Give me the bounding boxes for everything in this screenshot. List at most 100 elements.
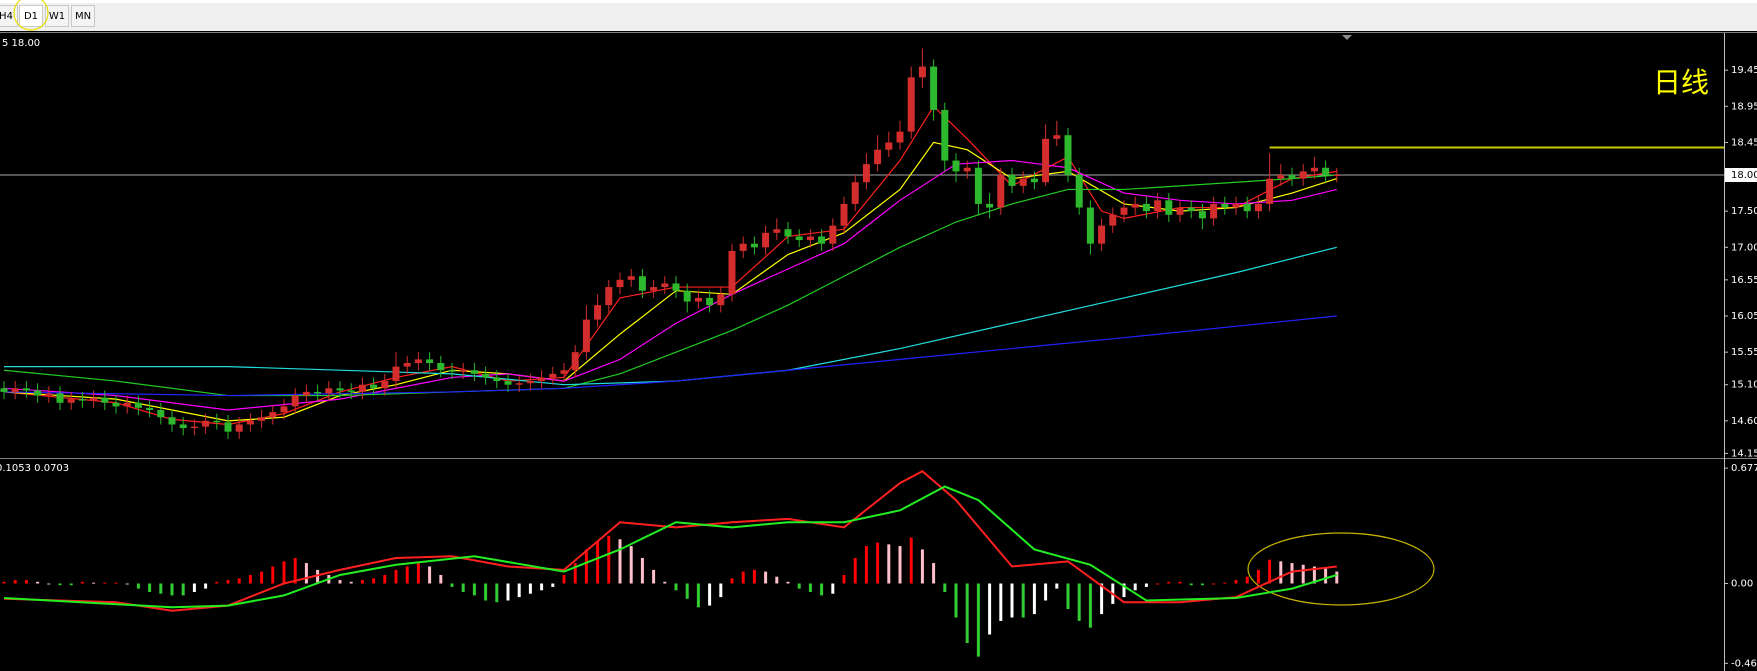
histogram-bar <box>159 583 163 594</box>
histogram-bar <box>708 583 712 606</box>
histogram-bar <box>192 583 196 592</box>
histogram-bar <box>394 569 398 584</box>
candle-body <box>694 297 702 302</box>
candle-body <box>896 131 904 143</box>
candle-body <box>784 229 792 237</box>
histogram-bar <box>24 580 28 584</box>
histogram-bar <box>484 583 488 601</box>
histogram-bar <box>181 583 185 596</box>
candle-body <box>437 363 445 371</box>
y-tick-label: 16.55 <box>1731 275 1757 286</box>
histogram-bar <box>226 580 230 584</box>
histogram-bar <box>248 574 252 584</box>
histogram-bar <box>293 557 297 584</box>
candle-body <box>638 276 646 291</box>
candle-body <box>773 229 781 233</box>
macd-pane-label: 0.1053 0.0703 <box>0 463 69 474</box>
candle-body <box>302 391 310 396</box>
histogram-bar <box>316 569 320 584</box>
y-tick-label: -0.4694 <box>1731 658 1757 669</box>
y-tick-label: 0.6779 <box>1731 463 1757 474</box>
candle-body <box>627 276 635 280</box>
candle-body <box>370 384 378 389</box>
histogram-bar <box>1223 582 1227 584</box>
histogram-bar <box>271 566 275 584</box>
candle-body <box>504 381 512 385</box>
candle-body <box>974 167 982 204</box>
histogram-bar <box>584 549 588 584</box>
candle-body <box>1008 175 1016 186</box>
candle-body <box>1131 203 1139 208</box>
candle-body <box>862 164 870 183</box>
tab[interactable]: D1 <box>19 5 43 27</box>
tab[interactable]: H4 <box>0 5 18 27</box>
candle-body <box>1098 225 1106 244</box>
histogram-bar <box>1077 583 1081 621</box>
candle-body <box>1154 200 1162 212</box>
candle-body <box>1187 207 1195 212</box>
histogram-bar <box>1324 568 1328 584</box>
candle-body <box>470 370 478 374</box>
histogram-bar <box>125 583 129 585</box>
histogram-bar <box>1066 583 1070 610</box>
candle-body <box>1322 167 1330 175</box>
histogram-bar <box>13 580 17 584</box>
histogram-bar <box>1010 583 1014 618</box>
candle-body <box>291 395 299 407</box>
indicator-line <box>3 141 1337 422</box>
histogram-bar <box>450 583 454 587</box>
candle-body <box>515 383 523 385</box>
candle-body <box>157 410 165 418</box>
y-tick-label: 14.60 <box>1731 416 1757 427</box>
y-tick-label: 18.95 <box>1731 101 1757 112</box>
histogram-bar <box>663 581 667 584</box>
candle-body <box>45 393 53 396</box>
histogram-bar <box>741 571 745 584</box>
candle-body <box>1210 203 1218 219</box>
candle-body <box>67 399 75 403</box>
histogram-bar <box>797 583 801 589</box>
candle-body <box>594 305 602 320</box>
indicator-line <box>3 315 1337 397</box>
histogram-bar <box>428 566 432 584</box>
candle-body <box>952 160 960 172</box>
histogram-bar <box>1301 564 1305 584</box>
candle-body <box>213 420 221 423</box>
histogram-bar <box>920 549 924 584</box>
histogram-bar <box>540 583 544 591</box>
tab[interactable]: MN <box>71 5 95 27</box>
histogram-bar <box>1055 583 1059 589</box>
histogram-bar <box>764 571 768 584</box>
histogram-bar <box>932 563 936 584</box>
tab[interactable]: W1 <box>45 5 69 27</box>
histogram-bar <box>976 583 980 657</box>
candle-body <box>1086 207 1094 244</box>
histogram-bar <box>260 571 264 584</box>
candle-body <box>560 370 568 374</box>
candle-body <box>347 390 355 392</box>
candle-body <box>762 232 770 248</box>
histogram-bar <box>338 580 342 584</box>
candle-body <box>381 381 389 389</box>
candle-body <box>582 319 590 353</box>
histogram-bar <box>2 581 6 584</box>
histogram-bar <box>685 583 689 599</box>
histogram-bar <box>1122 583 1126 598</box>
candle-body <box>0 388 8 392</box>
histogram-bar <box>999 583 1003 621</box>
histogram-bar <box>1234 580 1238 584</box>
candle-body <box>683 290 691 302</box>
histogram-bar <box>92 582 96 584</box>
histogram-bar <box>58 583 62 586</box>
histogram-bar <box>629 546 633 584</box>
histogram-bar <box>1021 583 1025 618</box>
histogram-bar <box>1279 561 1283 584</box>
candle-body <box>179 424 187 429</box>
candle-body <box>78 399 86 401</box>
candle-body <box>134 402 142 408</box>
current-price-box <box>1725 168 1757 182</box>
histogram-bar <box>1167 581 1171 584</box>
candle-body <box>202 420 210 427</box>
candle-body <box>941 109 949 161</box>
